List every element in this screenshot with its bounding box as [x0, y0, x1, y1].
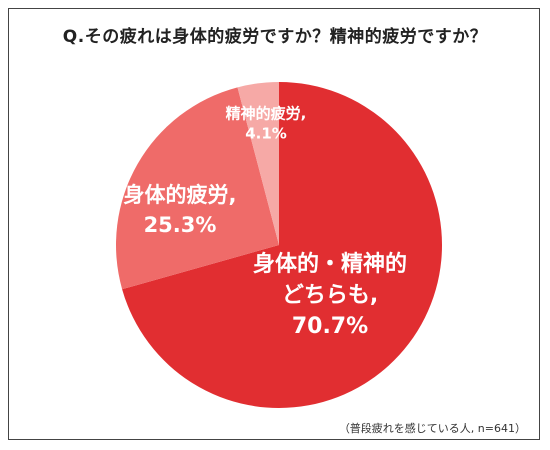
sample-note: （普段疲れを感じている人, n=641）: [338, 422, 526, 435]
slice-label-1: 身体的疲労, 25.3%: [124, 183, 237, 237]
pie-slice-0: [122, 82, 443, 408]
slice-label-2: 精神的疲労, 4.1%: [226, 105, 307, 143]
slice-name-1: 身体的疲労,: [124, 183, 237, 207]
slice-name-0: どちらも,: [282, 283, 378, 308]
slice-name-2: 精神的疲労,: [226, 105, 307, 123]
pie-slice-1: [116, 87, 280, 290]
slice-label-0: 身体的・精神的どちらも, 70.7%: [253, 251, 407, 339]
slice-value-2: 4.1%: [245, 125, 287, 143]
slice-value-1: 25.3%: [144, 213, 217, 237]
pie-slice-2: [237, 82, 279, 245]
chart-title: Q.その疲れは身体的疲労ですか？精神的疲労ですか？: [62, 27, 488, 47]
slice-name-0: 身体的・精神的: [253, 251, 407, 277]
slice-value-0: 70.7%: [292, 314, 368, 339]
